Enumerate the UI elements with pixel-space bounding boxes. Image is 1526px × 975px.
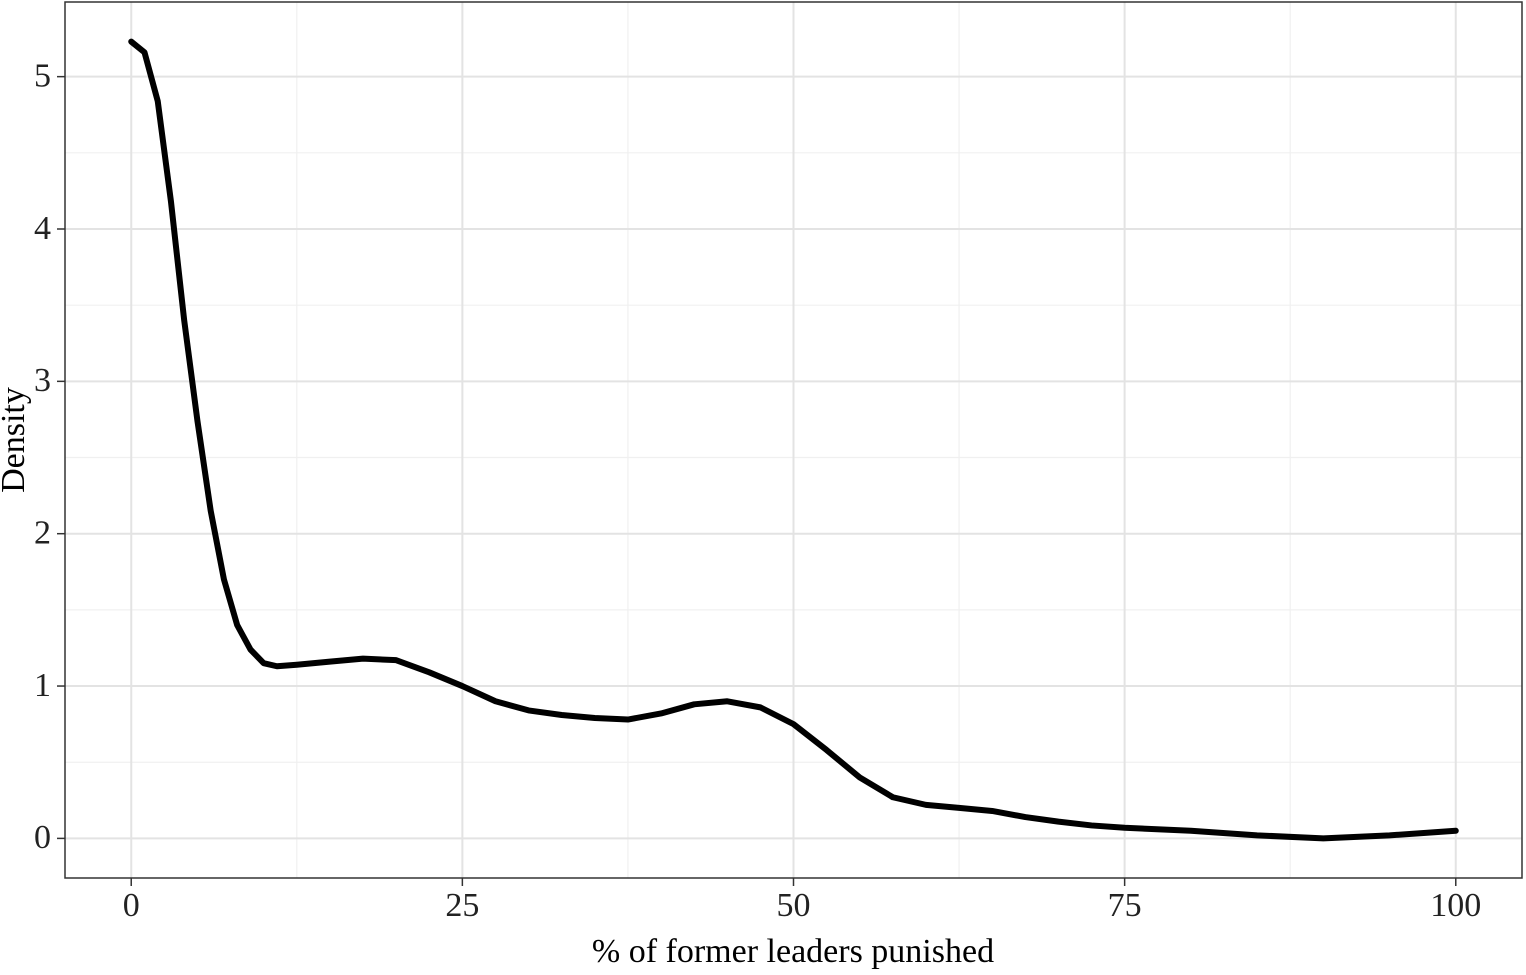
x-tick-label: 75 — [1108, 887, 1142, 924]
y-tick-label: 0 — [34, 819, 51, 856]
x-tick-label: 50 — [777, 887, 811, 924]
y-axis-title: Density — [0, 387, 32, 493]
x-tick-label: 25 — [445, 887, 479, 924]
y-tick-label: 5 — [34, 57, 51, 94]
x-tick-label: 100 — [1430, 887, 1481, 924]
density-line — [128, 38, 1459, 842]
panel-border — [64, 1, 1523, 879]
y-tick-label: 3 — [34, 362, 51, 399]
x-tick-label: 0 — [123, 887, 140, 924]
x-axis-title: % of former leaders punished — [592, 933, 994, 970]
y-tick-label: 1 — [34, 667, 51, 704]
y-tick-label: 2 — [34, 514, 51, 551]
y-tick-label: 4 — [34, 210, 51, 247]
